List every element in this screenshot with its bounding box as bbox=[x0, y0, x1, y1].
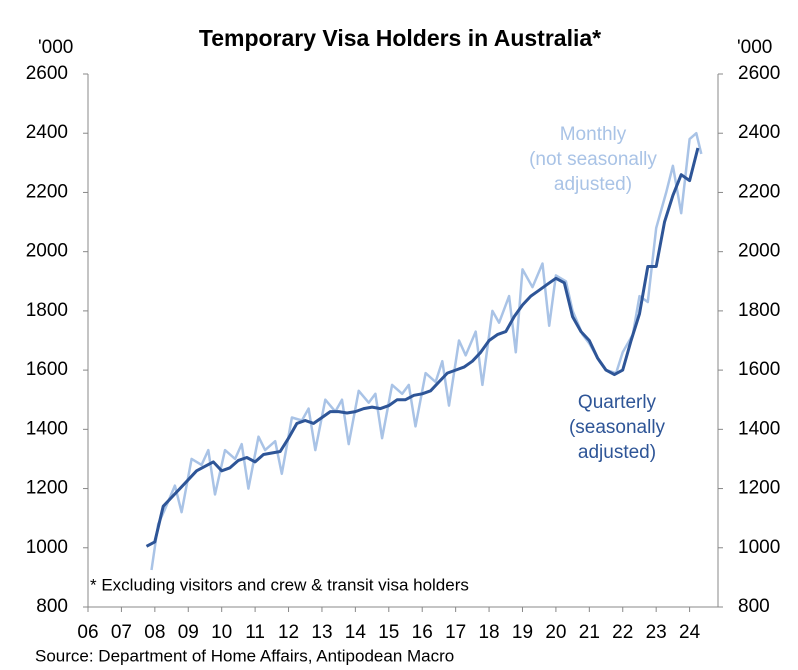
x-tick-label: 11 bbox=[245, 622, 265, 643]
y-tick-label: 2200 bbox=[26, 181, 68, 202]
y2-tick-label: 2600 bbox=[738, 63, 780, 84]
series-line bbox=[150, 131, 703, 571]
y2-tick-label: 800 bbox=[738, 596, 770, 617]
y-tick-label: 2000 bbox=[26, 241, 68, 262]
series-line bbox=[145, 147, 700, 548]
chart-title: Temporary Visa Holders in Australia* bbox=[199, 25, 601, 51]
x-tick-label: 09 bbox=[178, 622, 199, 643]
y-tick-label: 2600 bbox=[26, 63, 68, 84]
y2-tick-label: 1800 bbox=[738, 300, 780, 321]
series-note: (not seasonally bbox=[529, 149, 657, 170]
y-tick-label: 1400 bbox=[26, 418, 68, 439]
y2-tick-label: 2200 bbox=[738, 181, 780, 202]
x-tick-label: 12 bbox=[278, 622, 299, 643]
y2-tick-label: 1000 bbox=[738, 537, 780, 558]
source: Source: Department of Home Affairs, Anti… bbox=[35, 646, 454, 665]
y-tick-label: 800 bbox=[36, 596, 68, 617]
x-tick-label: 22 bbox=[612, 622, 633, 643]
x-tick-label: 19 bbox=[512, 622, 533, 643]
y2-tick-label: 1200 bbox=[738, 478, 780, 499]
x-tick-label: 24 bbox=[679, 622, 701, 643]
x-tick-label: 06 bbox=[77, 622, 98, 643]
series-note: adjusted) bbox=[554, 174, 632, 195]
x-tick-label: 21 bbox=[579, 622, 600, 643]
x-tick-label: 10 bbox=[211, 622, 232, 643]
x-tick-label: 13 bbox=[311, 622, 332, 643]
y2-tick-label: 1600 bbox=[738, 359, 780, 380]
x-tick-label: 23 bbox=[646, 622, 667, 643]
x-tick-label: 18 bbox=[478, 622, 499, 643]
series-label: Monthly bbox=[560, 124, 627, 145]
x-tick-label: 08 bbox=[144, 622, 165, 643]
x-tick-label: 15 bbox=[378, 622, 399, 643]
y-tick-label: 1000 bbox=[26, 537, 68, 558]
y2-tick-label: 1400 bbox=[738, 418, 780, 439]
x-tick-label: 14 bbox=[345, 622, 367, 643]
series-note: (seasonally bbox=[569, 417, 666, 438]
y2-tick-label: 2400 bbox=[738, 122, 780, 143]
y-tick-label: 1200 bbox=[26, 478, 68, 499]
y-tick-label: 1600 bbox=[26, 359, 68, 380]
x-tick-label: 17 bbox=[445, 622, 466, 643]
x-tick-label: 07 bbox=[111, 622, 132, 643]
footnote: * Excluding visitors and crew & transit … bbox=[90, 575, 469, 594]
series-note: adjusted) bbox=[578, 442, 656, 463]
y2-unit: '000 bbox=[737, 37, 772, 58]
x-tick-label: 20 bbox=[545, 622, 566, 643]
y-unit: '000 bbox=[38, 37, 73, 58]
x-tick-label: 16 bbox=[412, 622, 433, 643]
series-label: Quarterly bbox=[578, 392, 657, 413]
y-tick-label: 2400 bbox=[26, 122, 68, 143]
y2-tick-label: 2000 bbox=[738, 241, 780, 262]
y-tick-label: 1800 bbox=[26, 300, 68, 321]
